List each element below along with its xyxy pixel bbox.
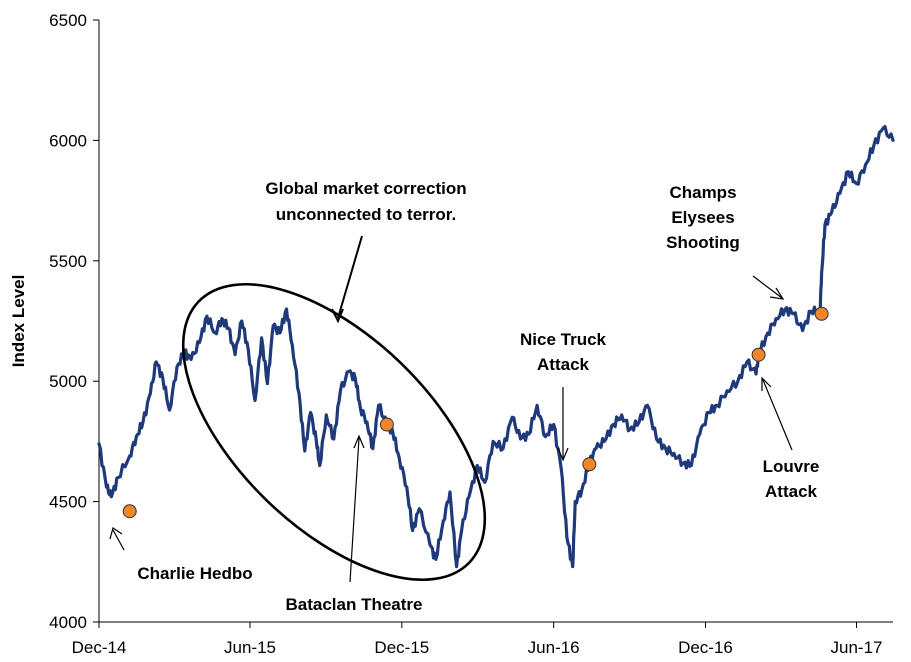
event-marker	[379, 417, 394, 432]
x-tick-label: Jun-17	[831, 638, 883, 657]
correction-arrow-head	[331, 308, 344, 324]
event-label: Champs	[669, 183, 736, 202]
x-tick-label: Dec-14	[72, 638, 127, 657]
chart-axes	[98, 20, 893, 623]
y-tick-label: 5000	[49, 372, 87, 391]
event-markers	[122, 306, 829, 519]
event-label: Elysees	[671, 208, 734, 227]
x-axis-ticks: Dec-14 Jun-15 Dec-15 Jun-16 Dec-16 Jun-17	[72, 622, 883, 657]
event-marker	[751, 347, 766, 362]
event-arrow-head	[769, 287, 785, 300]
event-arrow	[349, 437, 360, 583]
y-axis-title: Index Level	[9, 275, 28, 368]
x-tick-label: Dec-16	[678, 638, 733, 657]
event-label: Attack	[765, 482, 818, 501]
event-arrow	[752, 275, 783, 299]
event-arrow	[762, 379, 793, 451]
x-tick-label: Dec-15	[374, 638, 429, 657]
event-arrow-head	[353, 434, 365, 449]
event-label: Charlie Hedbo	[137, 564, 252, 583]
correction-annotation-text: Global market correction	[265, 179, 466, 198]
event-arrow	[112, 529, 125, 551]
y-tick-label: 6000	[49, 131, 87, 150]
y-tick-label: 4500	[49, 493, 87, 512]
series-layer	[97, 125, 895, 569]
event-label: Bataclan Theatre	[286, 595, 423, 614]
event-label: Attack	[537, 355, 590, 374]
event-arrow-head	[109, 527, 123, 540]
event-label: Shooting	[666, 233, 740, 252]
event-marker	[122, 504, 137, 519]
y-tick-label: 6500	[49, 11, 87, 30]
correction-ellipse	[181, 282, 487, 582]
x-tick-label: Jun-16	[528, 638, 580, 657]
correction-arrow	[337, 235, 363, 319]
index-level-line	[97, 125, 895, 569]
annotations-layer: Global market correction unconnected to t…	[109, 179, 820, 614]
event-arrow-head	[557, 447, 569, 462]
y-axis-ticks: 4000 4500 5000 5500 6000 6500	[49, 11, 99, 632]
event-label: Louvre	[763, 457, 820, 476]
y-tick-label: 4000	[49, 613, 87, 632]
event-label: Nice Truck	[520, 330, 607, 349]
correction-annotation-text: unconnected to terror.	[276, 205, 456, 224]
y-tick-label: 5500	[49, 252, 87, 271]
event-arrow-head	[761, 376, 772, 391]
x-tick-label: Jun-15	[224, 638, 276, 657]
event-marker	[814, 306, 829, 321]
event-marker	[582, 457, 597, 472]
